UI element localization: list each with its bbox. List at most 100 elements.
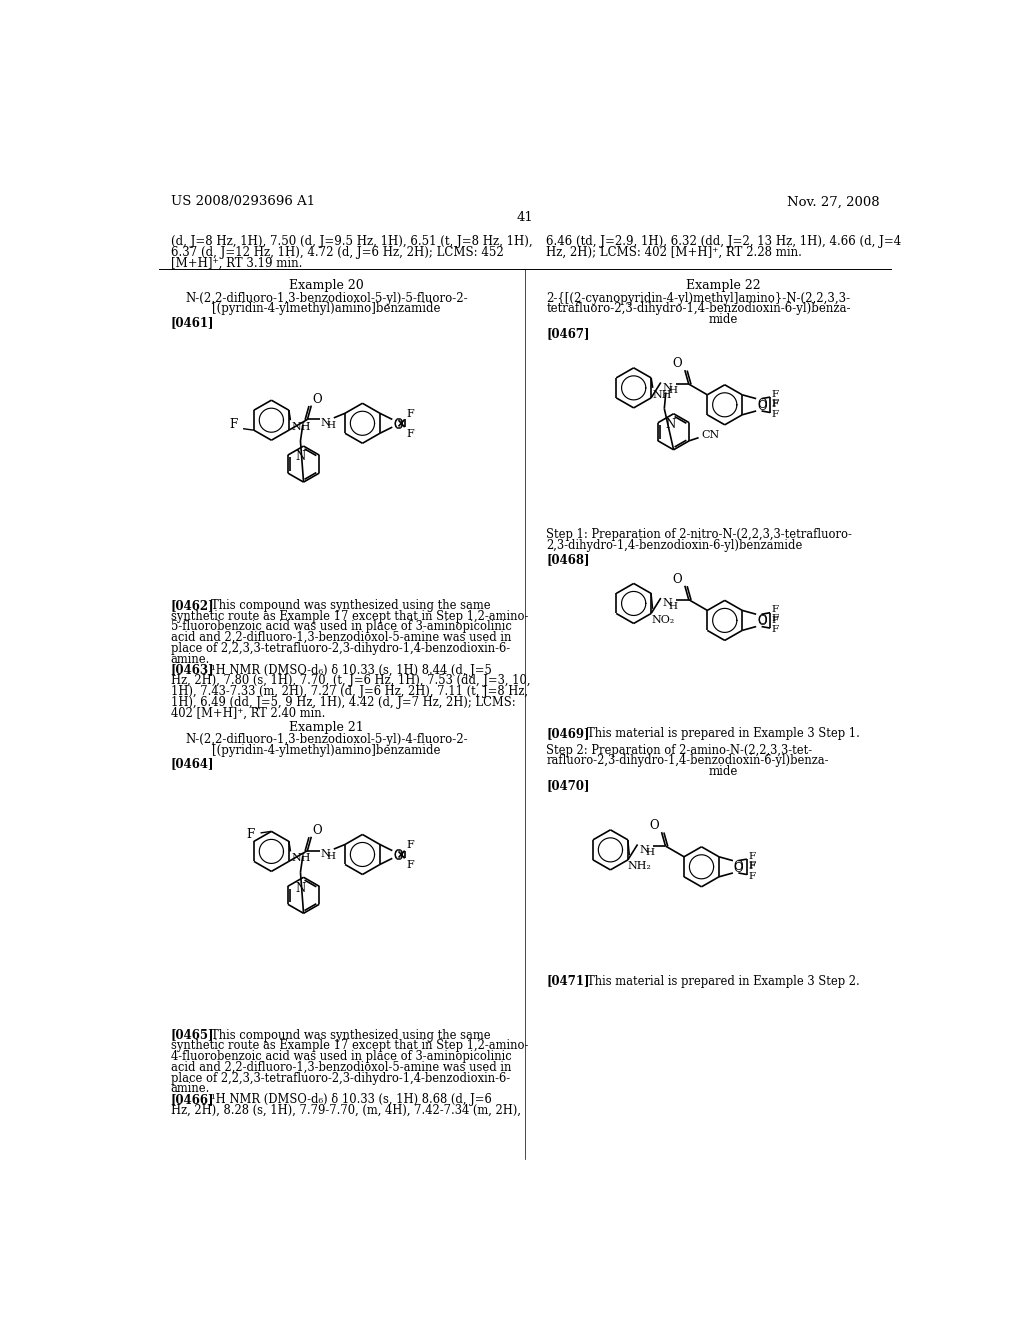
- Text: NH: NH: [652, 389, 672, 400]
- Text: O: O: [757, 614, 767, 627]
- Text: Example 22: Example 22: [686, 280, 761, 292]
- Text: O: O: [673, 358, 682, 371]
- Text: Example 20: Example 20: [289, 280, 364, 292]
- Text: rafluoro-2,3-dihydro-1,4-benzodioxin-6-yl)benza-: rafluoro-2,3-dihydro-1,4-benzodioxin-6-y…: [547, 755, 829, 767]
- Text: [0469]: [0469]: [547, 726, 590, 739]
- Text: place of 2,2,3,3-tetrafluoro-2,3-dihydro-1,4-benzodioxin-6-: place of 2,2,3,3-tetrafluoro-2,3-dihydro…: [171, 1072, 510, 1085]
- Text: Hz, 2H); LCMS: 402 [M+H]⁺, RT 2.28 min.: Hz, 2H); LCMS: 402 [M+H]⁺, RT 2.28 min.: [547, 246, 803, 259]
- Text: F: F: [749, 862, 756, 871]
- Text: N: N: [295, 882, 305, 895]
- Text: 402 [M+H]⁺, RT 2.40 min.: 402 [M+H]⁺, RT 2.40 min.: [171, 706, 325, 719]
- Text: F: F: [247, 828, 255, 841]
- Text: This material is prepared in Example 3 Step 2.: This material is prepared in Example 3 S…: [587, 974, 859, 987]
- Text: F: F: [772, 399, 779, 408]
- Text: N: N: [321, 850, 331, 859]
- Text: [0466]: [0466]: [171, 1093, 214, 1106]
- Text: F: F: [772, 626, 779, 634]
- Text: amine.: amine.: [171, 1082, 210, 1096]
- Text: synthetic route as Example 17 except that in Step 1,2-amino-: synthetic route as Example 17 except tha…: [171, 1039, 528, 1052]
- Text: CN: CN: [701, 429, 719, 440]
- Text: [0468]: [0468]: [547, 553, 590, 566]
- Text: F: F: [407, 841, 414, 850]
- Text: N: N: [663, 598, 672, 609]
- Text: F: F: [407, 861, 414, 870]
- Text: H: H: [327, 421, 336, 430]
- Text: F: F: [407, 409, 414, 418]
- Text: [0463]: [0463]: [171, 664, 214, 677]
- Text: mide: mide: [709, 313, 738, 326]
- Text: O: O: [394, 850, 403, 863]
- Text: [0470]: [0470]: [547, 779, 590, 792]
- Text: 1H), 6.49 (dd, J=5, 9 Hz, 1H), 4.42 (d, J=7 Hz, 2H); LCMS:: 1H), 6.49 (dd, J=5, 9 Hz, 1H), 4.42 (d, …: [171, 696, 515, 709]
- Text: NH: NH: [292, 853, 311, 863]
- Text: tetrafluoro-2,3-dihydro-1,4-benzodioxin-6-yl)benza-: tetrafluoro-2,3-dihydro-1,4-benzodioxin-…: [547, 302, 851, 315]
- Text: F: F: [407, 429, 414, 440]
- Text: F: F: [772, 400, 779, 409]
- Text: 2,3-dihydro-1,4-benzodioxin-6-yl)benzamide: 2,3-dihydro-1,4-benzodioxin-6-yl)benzami…: [547, 539, 803, 552]
- Text: 41: 41: [516, 211, 534, 224]
- Text: O: O: [757, 615, 767, 628]
- Text: F: F: [772, 616, 779, 624]
- Text: F: F: [772, 389, 779, 399]
- Text: 6.37 (d, J=12 Hz, 1H), 4.72 (d, J=6 Hz, 2H); LCMS: 452: 6.37 (d, J=12 Hz, 1H), 4.72 (d, J=6 Hz, …: [171, 246, 504, 259]
- Text: F: F: [749, 871, 756, 880]
- Text: N: N: [663, 383, 672, 393]
- Text: [M+H]⁺, RT 3.19 min.: [M+H]⁺, RT 3.19 min.: [171, 257, 302, 271]
- Text: O: O: [757, 399, 767, 412]
- Text: Example 21: Example 21: [289, 721, 364, 734]
- Text: acid and 2,2-difluoro-1,3-benzodioxol-5-amine was used in: acid and 2,2-difluoro-1,3-benzodioxol-5-…: [171, 631, 511, 644]
- Text: 6.46 (td, J=2.9, 1H), 6.32 (dd, J=2, 13 Hz, 1H), 4.66 (d, J=4: 6.46 (td, J=2.9, 1H), 6.32 (dd, J=2, 13 …: [547, 235, 902, 248]
- Text: H: H: [645, 849, 654, 858]
- Text: 4-fluorobenzoic acid was used in place of 3-aminopicolinic: 4-fluorobenzoic acid was used in place o…: [171, 1051, 511, 1063]
- Text: F: F: [772, 605, 779, 614]
- Text: O: O: [312, 393, 322, 407]
- Text: ¹H NMR (DMSO-d₆) δ 10.33 (s, 1H) 8.68 (d, J=6: ¹H NMR (DMSO-d₆) δ 10.33 (s, 1H) 8.68 (d…: [211, 1093, 492, 1106]
- Text: [0461]: [0461]: [171, 317, 214, 329]
- Text: O: O: [673, 573, 682, 586]
- Text: [(pyridin-4-ylmethyl)amino]benzamide: [(pyridin-4-ylmethyl)amino]benzamide: [212, 302, 440, 315]
- Text: N: N: [639, 845, 649, 855]
- Text: F: F: [749, 851, 756, 861]
- Text: [0464]: [0464]: [171, 758, 214, 771]
- Text: [0471]: [0471]: [547, 974, 590, 987]
- Text: Nov. 27, 2008: Nov. 27, 2008: [787, 195, 880, 209]
- Text: Step 2: Preparation of 2-amino-N-(2,2,3,3-tet-: Step 2: Preparation of 2-amino-N-(2,2,3,…: [547, 743, 813, 756]
- Text: NO₂: NO₂: [651, 615, 675, 624]
- Text: [0465]: [0465]: [171, 1028, 214, 1041]
- Text: N-(2,2-difluoro-1,3-benzodioxol-5-yl)-5-fluoro-2-: N-(2,2-difluoro-1,3-benzodioxol-5-yl)-5-…: [185, 292, 468, 305]
- Text: 5-fluorobenzoic acid was used in place of 3-aminopicolinic: 5-fluorobenzoic acid was used in place o…: [171, 620, 512, 634]
- Text: [(pyridin-4-ylmethyl)amino]benzamide: [(pyridin-4-ylmethyl)amino]benzamide: [212, 743, 440, 756]
- Text: Step 1: Preparation of 2-nitro-N-(2,2,3,3-tetrafluoro-: Step 1: Preparation of 2-nitro-N-(2,2,3,…: [547, 528, 852, 541]
- Text: O: O: [649, 820, 658, 833]
- Text: H: H: [669, 387, 678, 396]
- Text: [0462]: [0462]: [171, 599, 214, 612]
- Text: H: H: [327, 853, 336, 861]
- Text: ¹H NMR (DMSO-d₆) δ 10.33 (s, 1H) 8.44 (d, J=5: ¹H NMR (DMSO-d₆) δ 10.33 (s, 1H) 8.44 (d…: [211, 664, 492, 677]
- Text: place of 2,2,3,3-tetrafluoro-2,3-dihydro-1,4-benzodioxin-6-: place of 2,2,3,3-tetrafluoro-2,3-dihydro…: [171, 642, 510, 655]
- Text: amine.: amine.: [171, 653, 210, 665]
- Text: US 2008/0293696 A1: US 2008/0293696 A1: [171, 195, 314, 209]
- Text: O: O: [733, 861, 743, 874]
- Text: F: F: [229, 418, 238, 432]
- Text: This compound was synthesized using the same: This compound was synthesized using the …: [211, 1028, 490, 1041]
- Text: O: O: [394, 417, 403, 430]
- Text: Hz, 2H), 7.80 (s, 1H), 7.70, (t, J=6 Hz, 1H), 7.53 (dd, J=3, 10,: Hz, 2H), 7.80 (s, 1H), 7.70, (t, J=6 Hz,…: [171, 675, 530, 688]
- Text: synthetic route as Example 17 except that in Step 1,2-amino-: synthetic route as Example 17 except tha…: [171, 610, 528, 623]
- Text: O: O: [394, 418, 403, 432]
- Text: Hz, 2H), 8.28 (s, 1H), 7.79-7.70, (m, 4H), 7.42-7.34 (m, 2H),: Hz, 2H), 8.28 (s, 1H), 7.79-7.70, (m, 4H…: [171, 1104, 520, 1117]
- Text: N: N: [295, 450, 305, 463]
- Text: [0467]: [0467]: [547, 327, 590, 341]
- Text: O: O: [733, 862, 743, 875]
- Text: This compound was synthesized using the same: This compound was synthesized using the …: [211, 599, 490, 612]
- Text: acid and 2,2-difluoro-1,3-benzodioxol-5-amine was used in: acid and 2,2-difluoro-1,3-benzodioxol-5-…: [171, 1061, 511, 1074]
- Text: O: O: [394, 849, 403, 862]
- Text: N: N: [321, 418, 331, 428]
- Text: 2-{[(2-cyanopyridin-4-yl)methyl]amino}-N-(2,2,3,3-: 2-{[(2-cyanopyridin-4-yl)methyl]amino}-N…: [547, 292, 851, 305]
- Text: NH: NH: [292, 422, 311, 432]
- Text: O: O: [312, 824, 322, 837]
- Text: (d, J=8 Hz, 1H), 7.50 (d, J=9.5 Hz, 1H), 6.51 (t, J=8 Hz, 1H),: (d, J=8 Hz, 1H), 7.50 (d, J=9.5 Hz, 1H),…: [171, 235, 532, 248]
- Text: F: F: [772, 614, 779, 623]
- Text: N-(2,2-difluoro-1,3-benzodioxol-5-yl)-4-fluoro-2-: N-(2,2-difluoro-1,3-benzodioxol-5-yl)-4-…: [185, 733, 468, 746]
- Text: F: F: [772, 409, 779, 418]
- Text: 1H), 7.43-7.33 (m, 2H), 7.27 (d, J=6 Hz, 2H), 7.11 (t, J=8 Hz,: 1H), 7.43-7.33 (m, 2H), 7.27 (d, J=6 Hz,…: [171, 685, 527, 698]
